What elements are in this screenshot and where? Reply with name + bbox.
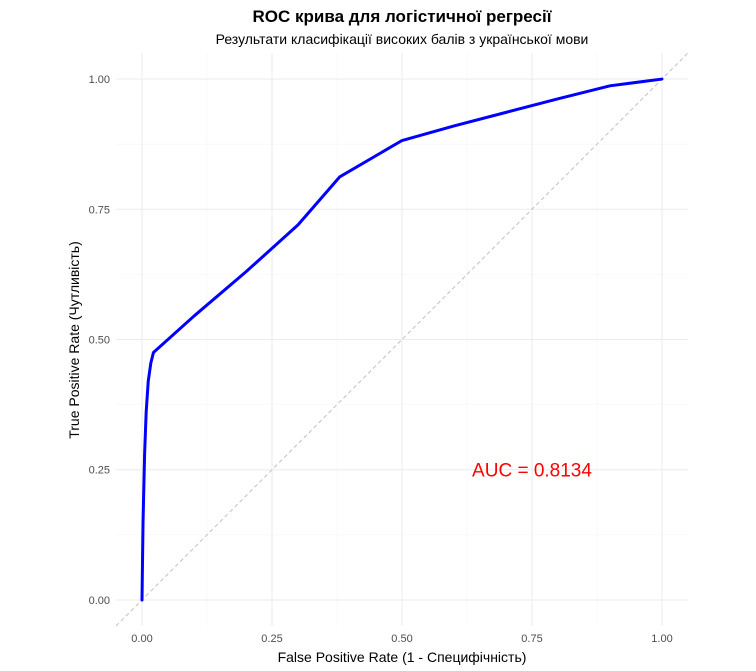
diagonal-reference-line <box>115 52 689 627</box>
x-tick-label: 0.75 <box>521 633 542 645</box>
y-tick-label: 0.00 <box>89 595 110 607</box>
grid-lines <box>116 53 688 626</box>
tick-labels: 0.00 0.25 0.50 0.75 1.00 0.00 0.25 0.50 0.75 1.00 <box>89 74 673 645</box>
roc-curve-line <box>140 77 664 602</box>
chart-title: ROC крива для логістичної регресії <box>253 7 553 26</box>
chart-subtitle: Результати класифікації високих балів з … <box>216 31 589 47</box>
y-tick-label: 0.75 <box>89 204 110 216</box>
y-tick-label: 1.00 <box>89 74 110 86</box>
y-tick-label: 0.25 <box>89 465 110 477</box>
y-tick-label: 0.50 <box>89 335 110 347</box>
x-tick-label: 0.50 <box>391 633 412 645</box>
x-tick-label: 0.25 <box>261 633 282 645</box>
auc-annotation: AUC = 0.8134 <box>472 461 592 482</box>
x-tick-label: 0.00 <box>131 633 152 645</box>
x-axis-title: False Positive Rate (1 - Специфічність) <box>278 649 527 665</box>
x-tick-label: 1.00 <box>651 633 672 645</box>
y-axis-title: True Positive Rate (Чутливість) <box>66 241 82 439</box>
